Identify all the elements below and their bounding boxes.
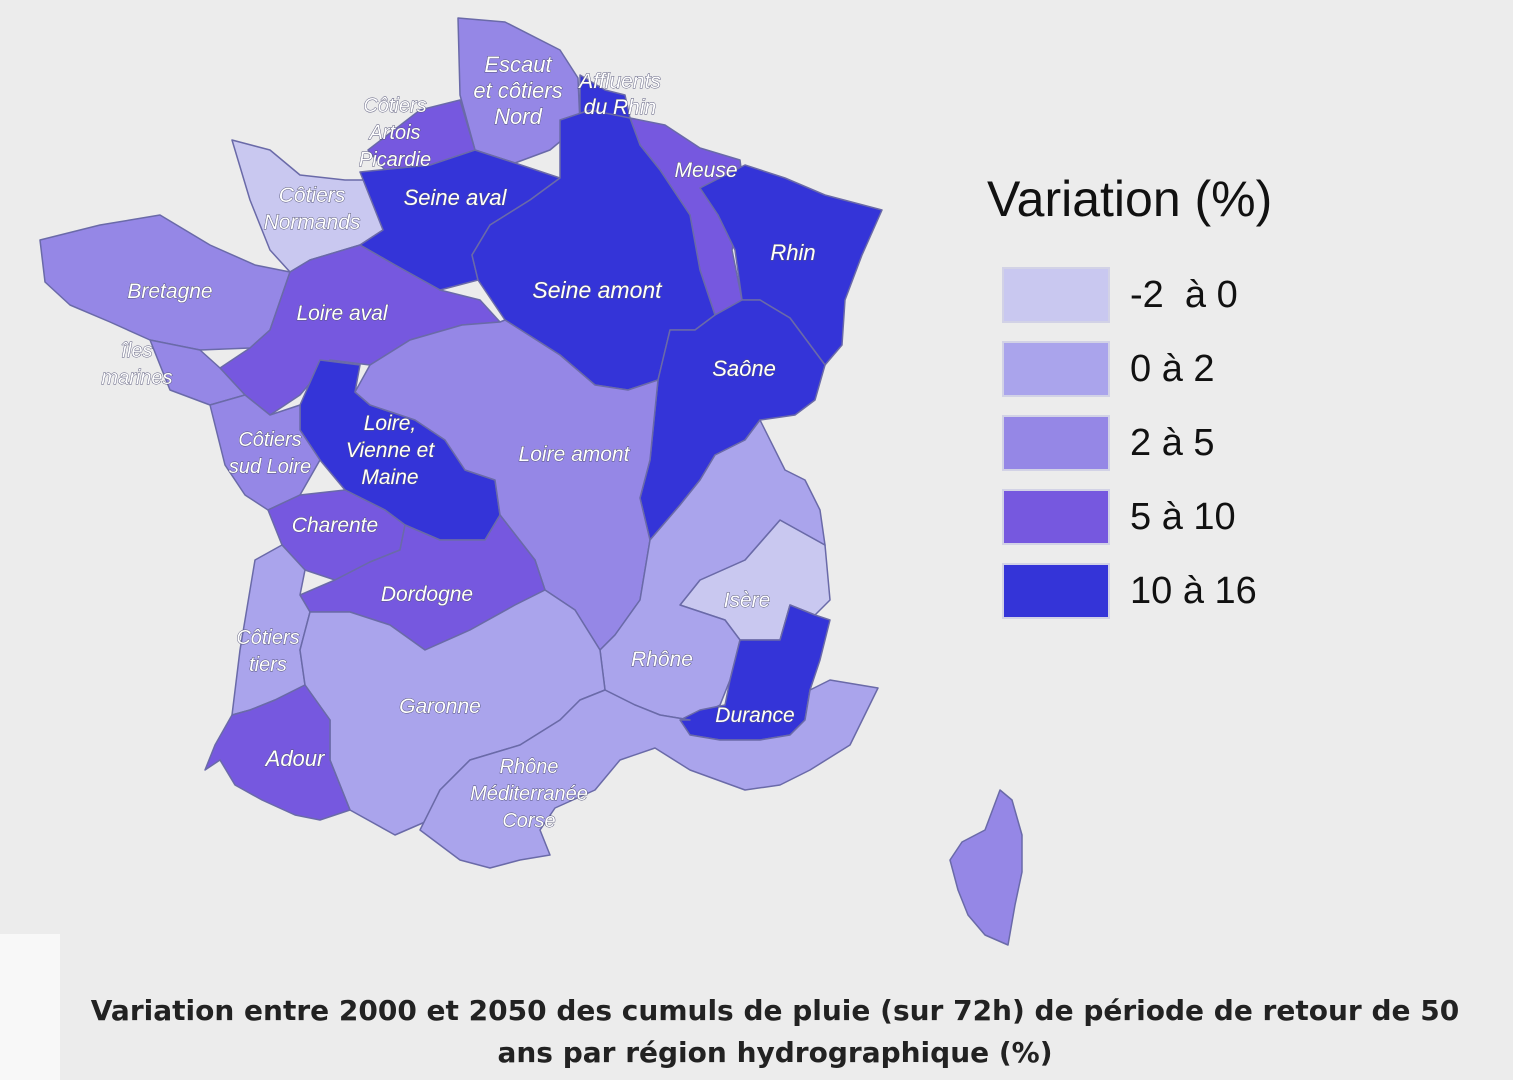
region-rhin [699, 164, 883, 366]
legend-swatch [1002, 415, 1110, 471]
legend-row: 10 à 16 [985, 554, 1272, 628]
legend-label: 0 à 2 [1130, 347, 1215, 390]
corner-panel [0, 934, 60, 1080]
region-adour [204, 684, 351, 821]
region-label: Rhône [631, 648, 693, 671]
region-label: Bretagne [127, 280, 212, 303]
region-label: Côtiers sud Loire [229, 429, 311, 478]
region-label: Côtiers tiers [236, 627, 299, 676]
region-label: Rhône Méditerranée Corse [470, 756, 588, 832]
legend-label: 10 à 16 [1130, 569, 1257, 612]
legend-swatch [1002, 341, 1110, 397]
legend-label: -2 à 0 [1130, 273, 1238, 316]
region-label: Loire, Vienne et Maine [346, 412, 436, 489]
region-label: Loire aval [296, 302, 388, 325]
legend-swatch [1002, 563, 1110, 619]
region-rhone-mediterranee-corse [419, 679, 879, 869]
region-label: Côtiers Artois Picardie [359, 95, 431, 171]
region-label: Saône [712, 356, 776, 381]
legend-label: 5 à 10 [1130, 495, 1236, 538]
legend-swatch [1002, 489, 1110, 545]
region-label: Affluents du Rhin [577, 70, 661, 119]
region-label: îles marines [101, 340, 172, 389]
legend-row: 2 à 5 [985, 406, 1272, 480]
region-label: Charente [292, 514, 378, 537]
legend-swatch [1002, 267, 1110, 323]
region-label: Meuse [674, 159, 737, 182]
region-label: Seine aval [404, 185, 508, 210]
region-corse [949, 789, 1023, 946]
legend-row: 0 à 2 [985, 332, 1272, 406]
region-label: Isère [724, 589, 771, 612]
region-label: Côtiers Normands [264, 184, 361, 234]
region-label: Rhin [770, 240, 815, 265]
legend-row: -2 à 0 [985, 258, 1272, 332]
region-label: Adour [264, 746, 326, 771]
legend: Variation (%) -2 à 0 0 à 2 2 à 5 5 à 10 … [985, 170, 1272, 628]
legend-label: 2 à 5 [1130, 421, 1215, 464]
region-label: Dordogne [381, 583, 473, 606]
legend-row: 5 à 10 [985, 480, 1272, 554]
region-label: Escaut et côtiers Nord [473, 52, 562, 129]
region-label: Durance [715, 704, 794, 727]
legend-title: Variation (%) [987, 171, 1273, 227]
region-label: Loire amont [519, 443, 631, 466]
region-label: Seine amont [532, 277, 663, 303]
map-caption: Variation entre 2000 et 2050 des cumuls … [90, 994, 1460, 1069]
region-cotiers-sud-loire [209, 394, 321, 511]
region-label: Garonne [399, 695, 481, 718]
